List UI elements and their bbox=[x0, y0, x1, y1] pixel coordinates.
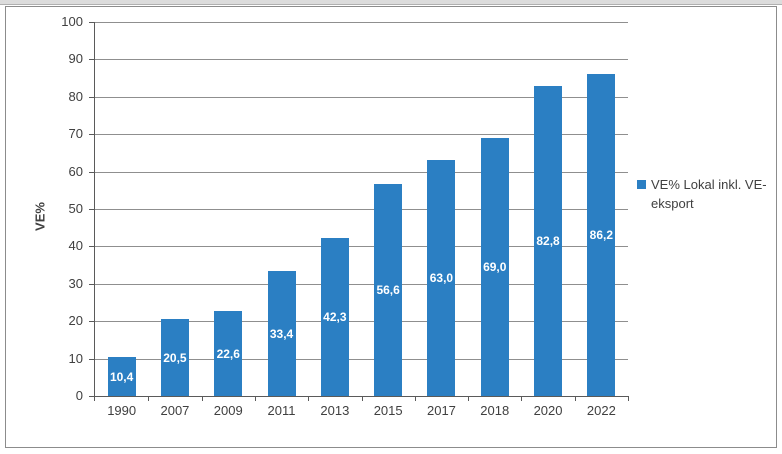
y-axis-tick-mark bbox=[89, 22, 94, 23]
plot-area: 0 10 20 30 40 50 60 70 80 90 100 10,4 1990 20,5 2007 22… bbox=[61, 14, 629, 418]
bar: 20,5 bbox=[160, 319, 189, 396]
y-tick-label: 90 bbox=[68, 51, 83, 66]
y-tick-label: 10 bbox=[68, 351, 83, 366]
bar: 42,3 bbox=[320, 238, 349, 396]
gridline bbox=[95, 22, 628, 23]
y-axis-tick-mark bbox=[89, 321, 94, 322]
x-axis-tick-mark bbox=[628, 397, 629, 401]
bar: 63,0 bbox=[427, 160, 456, 396]
gridline bbox=[95, 246, 628, 247]
x-axis-tick-mark bbox=[202, 397, 203, 401]
bar: 82,8 bbox=[534, 86, 563, 396]
x-tick-label: 2017 bbox=[426, 403, 456, 418]
x-tick-label: 2011 bbox=[267, 403, 296, 418]
x-axis-tick-mark bbox=[255, 397, 256, 401]
bar: 22,6 bbox=[214, 311, 243, 396]
legend: VE% Lokal inkl. VE-eksport bbox=[637, 175, 773, 213]
bar-data-label: 20,5 bbox=[163, 350, 187, 365]
x-tick-label: 2020 bbox=[533, 403, 563, 418]
bar: 69,0 bbox=[480, 138, 509, 396]
bar: 56,6 bbox=[374, 184, 403, 396]
bar-data-label: 69,0 bbox=[483, 260, 507, 274]
y-axis-tick-mark bbox=[89, 396, 94, 397]
bar-data-label: 22,6 bbox=[216, 346, 240, 361]
bar-data-label: 56,6 bbox=[376, 283, 400, 297]
y-axis-tick-mark bbox=[89, 59, 94, 60]
bar-data-label: 63,0 bbox=[429, 271, 454, 285]
y-axis-tick-mark bbox=[89, 97, 94, 98]
y-tick-label: 80 bbox=[68, 89, 83, 104]
y-axis-tick-mark bbox=[89, 134, 94, 135]
gridline bbox=[95, 172, 628, 173]
gridline bbox=[95, 209, 628, 210]
chart-frame: VE% 0 10 20 30 40 50 60 70 80 90 100 10,4 1990 20,5 20… bbox=[5, 6, 777, 448]
y-axis-tick-mark bbox=[89, 246, 94, 247]
x-axis-tick-mark bbox=[148, 397, 149, 401]
bar: 10,4 bbox=[107, 357, 136, 396]
gridline bbox=[95, 359, 628, 360]
y-tick-label: 100 bbox=[61, 14, 83, 29]
y-tick-label: 60 bbox=[68, 164, 83, 179]
gridline bbox=[95, 284, 628, 285]
gridline bbox=[95, 134, 628, 135]
bar-data-label: 33,4 bbox=[269, 326, 294, 341]
x-axis-line bbox=[94, 396, 629, 397]
x-axis-tick-mark bbox=[362, 397, 363, 401]
x-axis-tick-mark bbox=[308, 397, 309, 401]
x-tick-label: 2018 bbox=[480, 403, 510, 418]
bar-data-label: 10,4 bbox=[109, 369, 134, 384]
bar: 33,4 bbox=[267, 271, 296, 396]
bar: 86,2 bbox=[587, 74, 616, 396]
bar-data-label: 86,2 bbox=[589, 228, 614, 242]
x-axis-tick-mark bbox=[415, 397, 416, 401]
y-axis-tick-mark bbox=[89, 209, 94, 210]
x-tick-label: 2009 bbox=[213, 403, 243, 418]
bar-data-label: 42,3 bbox=[323, 310, 347, 324]
y-tick-label: 40 bbox=[68, 238, 83, 253]
y-tick-label: 50 bbox=[68, 201, 83, 216]
y-axis-tick-mark bbox=[89, 284, 94, 285]
x-axis-tick-mark bbox=[468, 397, 469, 401]
y-tick-label: 30 bbox=[68, 276, 83, 291]
x-axis-tick-mark bbox=[521, 397, 522, 401]
window-edge-strip bbox=[0, 0, 782, 5]
x-tick-label: 2022 bbox=[586, 403, 616, 418]
gridline bbox=[95, 97, 628, 98]
y-axis-tick-mark bbox=[89, 359, 94, 360]
x-axis-tick-mark bbox=[94, 397, 95, 401]
y-tick-label: 70 bbox=[68, 126, 83, 141]
x-tick-label: 2013 bbox=[320, 403, 350, 418]
x-tick-label: 2015 bbox=[373, 403, 403, 418]
legend-label: VE% Lokal inkl. VE-eksport bbox=[651, 177, 767, 211]
y-tick-label: 20 bbox=[68, 313, 83, 328]
y-axis-line bbox=[94, 22, 95, 401]
y-tick-label: 0 bbox=[75, 388, 83, 403]
x-axis-tick-mark bbox=[575, 397, 576, 401]
x-tick-label: 2007 bbox=[160, 403, 190, 418]
gridline bbox=[95, 321, 628, 322]
bar-data-label: 82,8 bbox=[536, 234, 560, 248]
gridline bbox=[95, 59, 628, 60]
legend-swatch-icon bbox=[637, 180, 646, 189]
y-axis-tick-mark bbox=[89, 172, 94, 173]
x-tick-label: 1990 bbox=[107, 403, 137, 418]
